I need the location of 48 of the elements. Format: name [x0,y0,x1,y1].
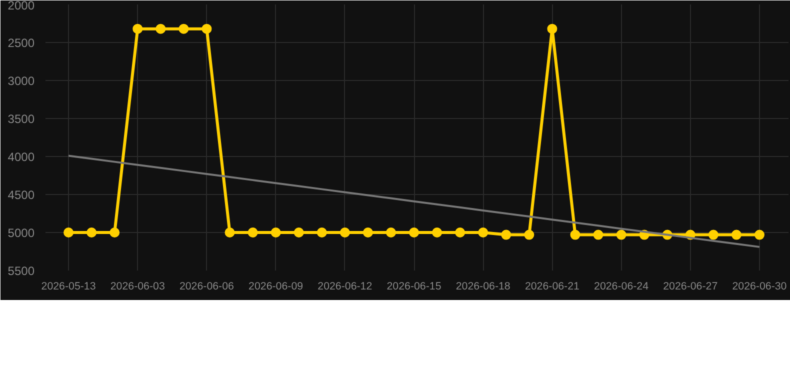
point [270,228,281,238]
x-tick-label: 2026-06-06 [179,280,234,292]
y-tick-label: 4000 [8,150,35,164]
point [501,230,512,240]
x-tick-label: 2026-06-12 [318,280,372,292]
x-tick-label: 2026-06-09 [248,280,304,292]
x-tick-label: 2026-06-27 [663,280,718,292]
x-tick-label: 2026-06-03 [110,280,165,292]
point [132,24,143,34]
point [570,230,580,240]
y-tick-label: 3000 [8,74,35,88]
point [362,228,373,238]
point [86,228,97,238]
point [248,228,258,238]
point [409,228,420,238]
point [202,24,212,34]
x-tick-label: 2026-06-21 [524,280,580,292]
point [478,228,488,238]
point [524,230,534,240]
point [64,228,74,238]
x-tick-label: 2026-06-24 [594,280,649,292]
point [224,228,235,238]
point [547,24,558,34]
point [386,228,396,238]
point [110,228,120,238]
y-tick-label: 3500 [8,112,35,126]
x-tick-label: 2026-06-15 [386,280,442,292]
point [708,230,718,240]
point [731,230,742,240]
point [754,230,764,240]
y-tick-label: 2500 [8,36,35,50]
point [316,228,327,238]
line-series [68,154,760,248]
y-tick-label: 5500 [8,264,35,278]
point [340,228,350,238]
x-tick-label: 2026-05-13 [41,280,96,292]
point [156,24,166,34]
y-tick-label: 5000 [8,226,35,240]
point [178,24,189,34]
point [294,228,304,238]
y-tick-label: 2000 [8,0,35,12]
point [616,230,626,240]
point [432,228,442,238]
y-tick-label: 4500 [8,188,35,202]
point [455,228,466,238]
point [593,230,604,240]
x-tick-label: 2026-06-30 [732,280,787,292]
x-tick-label: 2026-06-18 [456,280,510,292]
